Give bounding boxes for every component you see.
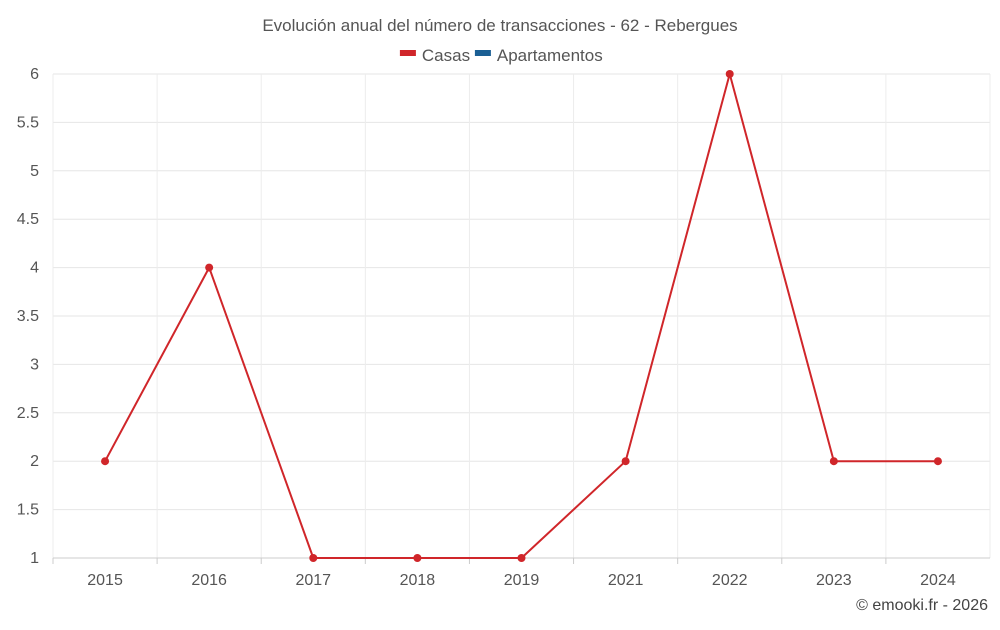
x-tick-label: 2016 — [191, 572, 227, 589]
x-tick-label: 2021 — [608, 572, 644, 589]
data-point[interactable] — [829, 457, 838, 466]
data-point[interactable] — [621, 457, 630, 466]
grid — [52, 73, 991, 559]
data-point[interactable] — [933, 457, 942, 466]
axes: 1 1.5 2 2.5 3 3.5 4 4.5 5 5.5 6 2015 2016 2017 2018 201… — [17, 66, 990, 589]
data-point[interactable] — [309, 554, 318, 562]
series-layer — [101, 70, 942, 562]
y-tick-label: 5.5 — [17, 114, 39, 131]
y-tick-label: 3.5 — [17, 308, 39, 325]
y-tick-label: 5 — [30, 163, 39, 180]
data-point[interactable] — [725, 70, 734, 78]
x-tick-label: 2017 — [295, 572, 331, 589]
x-tick-label: 2015 — [87, 572, 123, 589]
legend-label: Apartamentos — [497, 46, 603, 65]
x-tick-label: 2023 — [816, 572, 852, 589]
y-tick-label: 3 — [30, 356, 39, 373]
y-tick-label: 1.5 — [17, 502, 39, 519]
legend-swatch — [474, 50, 491, 56]
data-point[interactable] — [413, 554, 422, 562]
y-tick-label: 2 — [30, 453, 39, 470]
data-point[interactable] — [205, 263, 214, 272]
data-point[interactable] — [517, 554, 526, 562]
legend-item-casas[interactable]: Casas — [399, 46, 470, 65]
legend-label: Casas — [422, 46, 470, 65]
x-tick-label: 2024 — [920, 572, 956, 589]
legend-swatch — [399, 50, 416, 56]
y-tick-label: 2.5 — [17, 405, 39, 422]
credit-text: © emooki.fr - 2026 — [856, 597, 988, 614]
y-tick-label: 4 — [30, 260, 39, 277]
legend: Casas Apartamentos — [399, 46, 603, 65]
y-tick-label: 1 — [30, 550, 39, 567]
y-tick-label: 6 — [30, 66, 39, 83]
y-tick-label: 4.5 — [17, 211, 39, 228]
legend-item-apartamentos[interactable]: Apartamentos — [474, 46, 603, 65]
x-tick-label: 2022 — [712, 572, 748, 589]
x-tick-label: 2018 — [400, 572, 436, 589]
x-tick-label: 2019 — [504, 572, 540, 589]
data-point[interactable] — [101, 457, 110, 466]
chart-title: Evolución anual del número de transaccio… — [262, 16, 737, 35]
